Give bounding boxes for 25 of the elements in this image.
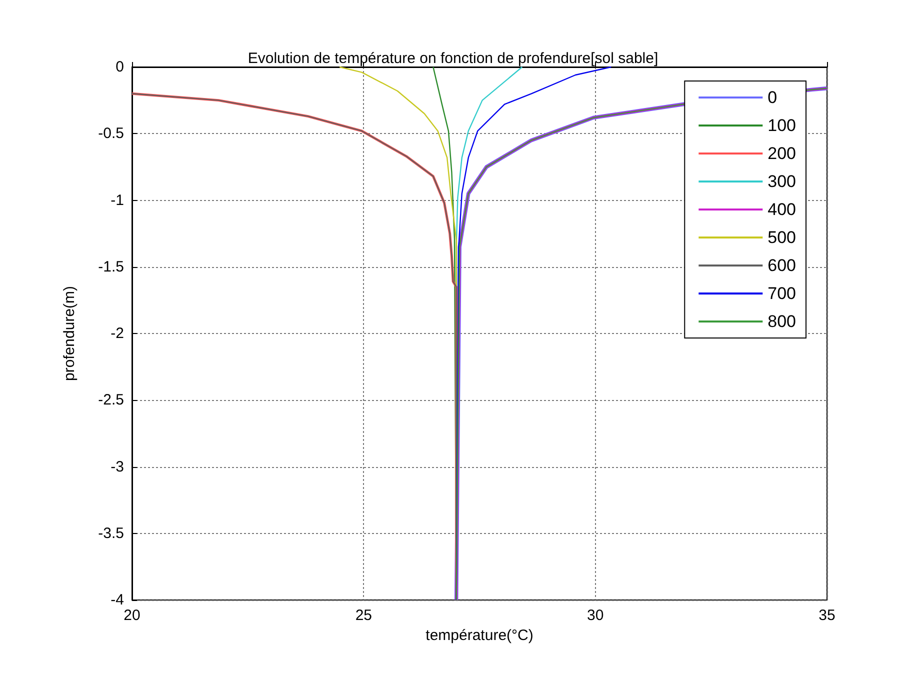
- y-tick-label: -1.5: [98, 258, 124, 276]
- y-tick-label: -3.5: [98, 524, 124, 542]
- y-tick-label: -0.5: [98, 125, 124, 142]
- x-tick-label: 35: [818, 607, 836, 624]
- x-tick-label: 20: [124, 607, 140, 624]
- legend-label: 500: [768, 228, 796, 247]
- y-tick-label: -4: [110, 592, 124, 608]
- y-axis-title: profendure(m): [61, 286, 78, 382]
- y-tick-label: 0: [116, 58, 124, 76]
- legend-label: 800: [768, 312, 796, 331]
- legend-label: 700: [768, 284, 796, 303]
- y-tick-label: -3: [110, 458, 124, 476]
- y-tick-label: -2: [110, 325, 124, 342]
- legend-label: 400: [768, 200, 796, 219]
- legend-label: 200: [768, 144, 796, 163]
- legend-label: 100: [768, 116, 796, 135]
- x-axis-title: température(°C): [426, 627, 534, 644]
- x-tick-label: 25: [355, 607, 372, 624]
- x-tick-label: 30: [586, 607, 604, 624]
- legend-label: 300: [768, 172, 796, 191]
- y-tick-label: -1: [110, 192, 124, 209]
- legend-label: 0: [768, 88, 778, 107]
- y-tick-label: -2.5: [98, 392, 124, 409]
- legend-label: 600: [768, 256, 796, 275]
- chart-title: Evolution de température on fonction de profendure[sol sable]: [248, 50, 658, 67]
